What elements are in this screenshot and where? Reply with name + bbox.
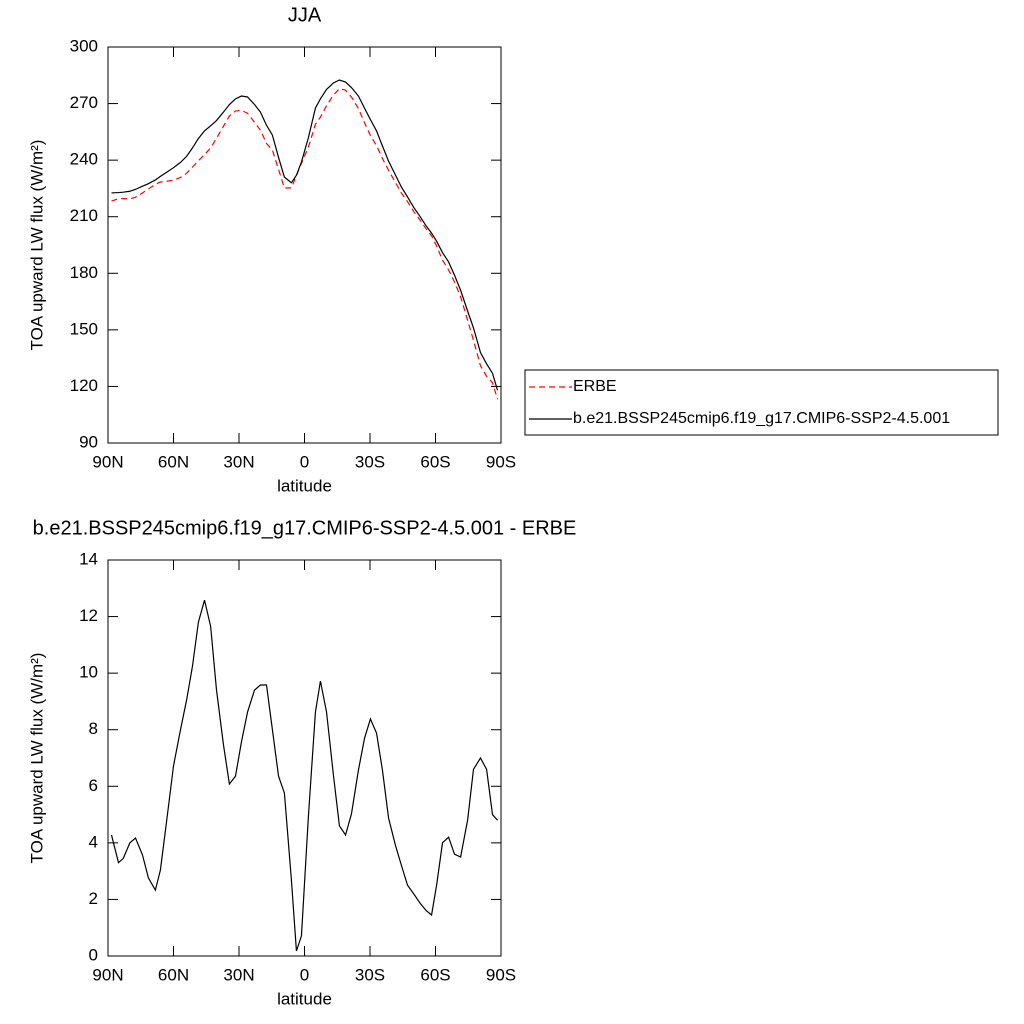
y-tick-label: 180: [70, 263, 98, 282]
y-tick-label: 0: [89, 945, 98, 964]
y-tick-label: 10: [79, 663, 98, 682]
y-tick-label: 12: [79, 606, 98, 625]
x-tick-label: 30N: [223, 965, 254, 984]
plot-frame: [107, 559, 502, 957]
chart-panel: JJA 90 120 150 180 210 240 270 300 90N 60N 30N 0 30S 6…: [27, 4, 999, 495]
x-tick-label: 60N: [158, 965, 189, 984]
y-tick-label: 90: [79, 432, 98, 451]
x-tick-label: 0: [300, 965, 309, 984]
y-tick-label: 2: [89, 889, 98, 908]
x-tick-label: 0: [300, 452, 309, 471]
x-tick-label: 90N: [92, 452, 123, 471]
x-tick-label: 30S: [355, 965, 385, 984]
legend-label: b.e21.BSSP245cmip6.f19_g17.CMIP6-SSP2-4.…: [573, 410, 950, 427]
y-tick-label: 240: [70, 150, 98, 169]
chart-panel: b.e21.BSSP245cmip6.f19_g17.CMIP6-SSP2-4.…: [27, 517, 576, 1008]
x-tick-label: 90S: [486, 452, 516, 471]
y-tick-label: 6: [89, 776, 98, 795]
x-tick-label: 30S: [355, 452, 385, 471]
y-tick-label: 120: [70, 376, 98, 395]
data-line: [111, 79, 499, 391]
y-tick-label: 210: [70, 206, 98, 225]
x-tick-label: 60N: [158, 452, 189, 471]
y-tick-label: 150: [70, 319, 98, 338]
plot-frame: [107, 46, 502, 444]
x-tick-label: 60S: [420, 452, 450, 471]
legend-label: ERBE: [573, 378, 617, 395]
x-tick-label: 30N: [223, 452, 254, 471]
y-axis-label: TOA upward LW flux (W/m²): [27, 140, 46, 351]
y-tick-label: 300: [70, 36, 98, 55]
chart-title: JJA: [288, 4, 322, 26]
x-axis-label: latitude: [277, 989, 332, 1008]
chart-title: b.e21.BSSP245cmip6.f19_g17.CMIP6-SSP2-4.…: [33, 517, 577, 539]
x-tick-label: 90N: [92, 965, 123, 984]
legend-box: [524, 369, 999, 436]
y-tick-label: 14: [79, 549, 98, 568]
data-line: [110, 600, 498, 952]
y-tick-label: 8: [89, 719, 98, 738]
y-tick-label: 270: [70, 93, 98, 112]
x-tick-label: 60S: [420, 965, 450, 984]
y-tick-label: 4: [89, 832, 98, 851]
x-tick-label: 90S: [486, 965, 516, 984]
x-axis-label: latitude: [277, 476, 332, 495]
data-line: [111, 88, 499, 400]
y-axis-label: TOA upward LW flux (W/m²): [27, 653, 46, 864]
